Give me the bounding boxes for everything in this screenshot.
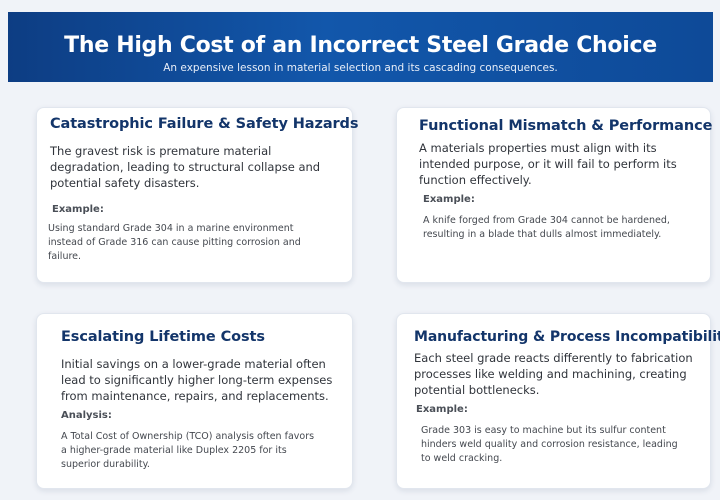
card-lifetime-costs: Escalating Lifetime Costs Initial saving… — [36, 313, 353, 489]
card-title: Functional Mismatch & Performance — [419, 118, 713, 134]
page-subtitle: An expensive lesson in material selectio… — [163, 62, 558, 74]
page-title: The High Cost of an Incorrect Steel Grad… — [64, 33, 657, 58]
card-catastrophic-failure: Catastrophic Failure & Safety Hazards Th… — [36, 107, 358, 283]
card-manufacturing-incompatibility: Manufacturing & Process Incompatibility … — [396, 313, 720, 489]
card-body: Each steel grade reacts differently to f… — [414, 351, 693, 397]
analysis-label: Analysis: — [61, 410, 112, 421]
analysis-text: A Total Cost of Ownership (TCO) analysis… — [61, 431, 315, 470]
card-body: Initial savings on a lower-grade materia… — [61, 357, 333, 403]
example-text: Using standard Grade 304 in a marine env… — [48, 223, 301, 262]
example-label: Example: — [52, 204, 104, 215]
example-label: Example: — [423, 194, 475, 205]
card-body: The gravest risk is premature material d… — [50, 144, 321, 190]
card-title: Manufacturing & Process Incompatibility — [414, 329, 720, 345]
card-title: Catastrophic Failure & Safety Hazards — [50, 116, 359, 132]
card-title: Escalating Lifetime Costs — [61, 329, 265, 345]
example-text: Grade 303 is easy to machine but its sul… — [421, 425, 678, 464]
header-banner: The High Cost of an Incorrect Steel Grad… — [8, 12, 713, 82]
example-label: Example: — [416, 404, 468, 415]
example-text: A knife forged from Grade 304 cannot be … — [423, 215, 670, 240]
card-body: A materials properties must align with i… — [419, 141, 677, 187]
card-functional-mismatch: Functional Mismatch & Performance A mate… — [396, 107, 713, 283]
